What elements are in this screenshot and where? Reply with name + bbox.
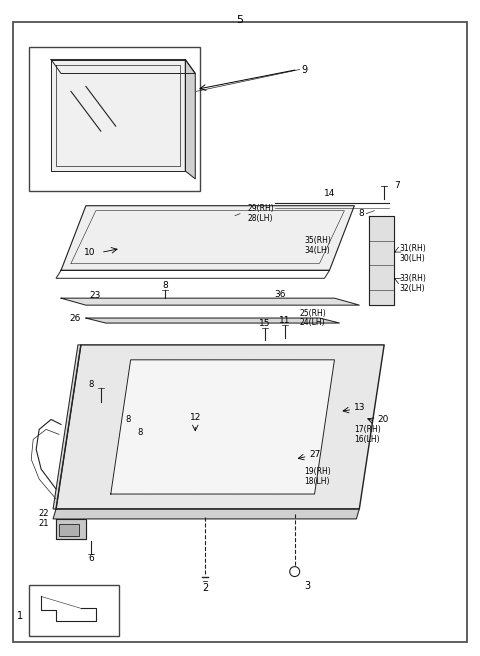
Text: 12: 12: [190, 413, 201, 422]
Bar: [59, 524, 79, 536]
Text: 30(LH): 30(LH): [399, 254, 425, 263]
Text: 16(LH): 16(LH): [354, 435, 380, 444]
Polygon shape: [111, 359, 335, 494]
Text: 8: 8: [359, 209, 364, 218]
Text: 14: 14: [324, 190, 335, 198]
Text: 32(LH): 32(LH): [399, 284, 425, 293]
Text: 11: 11: [279, 316, 290, 325]
Polygon shape: [51, 60, 185, 171]
Bar: [29, 584, 119, 636]
Text: 8: 8: [163, 281, 168, 290]
Text: 29(RH): 29(RH): [248, 204, 275, 213]
Polygon shape: [61, 298, 360, 305]
Text: 17(RH): 17(RH): [354, 425, 381, 434]
Polygon shape: [185, 60, 195, 179]
Polygon shape: [53, 345, 81, 509]
Text: 8: 8: [125, 415, 131, 424]
Polygon shape: [51, 60, 195, 73]
Text: 31(RH): 31(RH): [399, 244, 426, 253]
Bar: [29, 47, 200, 191]
Text: 23: 23: [89, 291, 101, 300]
Text: 18(LH): 18(LH): [305, 477, 330, 485]
Text: 35(RH): 35(RH): [305, 236, 332, 245]
Text: 21: 21: [38, 520, 49, 528]
Text: 33(RH): 33(RH): [399, 274, 426, 283]
Polygon shape: [61, 206, 354, 270]
Text: 15: 15: [259, 319, 271, 327]
Polygon shape: [53, 509, 360, 519]
Text: 25(RH): 25(RH): [300, 308, 326, 318]
Text: 13: 13: [354, 403, 366, 412]
Text: 2: 2: [202, 583, 208, 594]
Text: 1: 1: [17, 611, 23, 621]
Polygon shape: [86, 318, 339, 323]
Text: 22: 22: [38, 510, 49, 518]
Text: 27: 27: [310, 450, 321, 459]
Text: 8: 8: [88, 380, 94, 389]
Text: 20: 20: [377, 415, 389, 424]
Polygon shape: [56, 519, 86, 539]
Text: 7: 7: [394, 181, 400, 190]
Text: 28(LH): 28(LH): [248, 214, 274, 223]
Polygon shape: [369, 216, 394, 305]
Text: 36: 36: [274, 290, 286, 298]
Text: 26: 26: [70, 314, 81, 323]
Text: 5: 5: [237, 15, 243, 25]
Text: 9: 9: [301, 64, 308, 75]
Text: 24(LH): 24(LH): [300, 318, 325, 327]
Text: 6: 6: [88, 554, 94, 563]
Text: 19(RH): 19(RH): [305, 466, 331, 476]
Text: 10: 10: [84, 248, 96, 257]
Text: 8: 8: [137, 428, 143, 437]
Polygon shape: [56, 345, 384, 509]
Text: 34(LH): 34(LH): [305, 246, 330, 255]
Text: 3: 3: [305, 581, 311, 592]
